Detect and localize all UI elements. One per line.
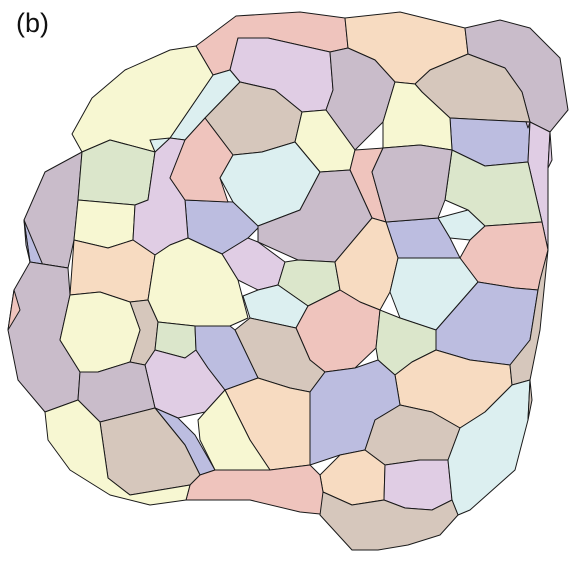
cell-cyan bbox=[447, 379, 531, 516]
cell-taupe bbox=[99, 407, 201, 496]
cell-taupe bbox=[509, 249, 549, 386]
cell-yellow bbox=[197, 389, 271, 471]
cell-pink bbox=[169, 117, 234, 203]
cell-yellow bbox=[59, 291, 141, 373]
cell-yellow bbox=[44, 399, 191, 506]
cell-mauve bbox=[371, 144, 453, 223]
cell-lilac bbox=[383, 459, 453, 511]
cell-green bbox=[77, 139, 156, 206]
cell-cyan bbox=[149, 137, 171, 153]
cell-taupe bbox=[527, 379, 533, 421]
cell-lavender bbox=[23, 219, 31, 263]
cell-lilac bbox=[525, 121, 531, 129]
cell-pink bbox=[185, 464, 331, 516]
cell-taupe bbox=[319, 491, 459, 551]
cell-yellow bbox=[73, 199, 136, 249]
cell-lilac bbox=[547, 131, 553, 169]
cell-peach bbox=[69, 239, 156, 303]
panel-label: (b) bbox=[16, 8, 49, 38]
cell-pink bbox=[7, 289, 21, 331]
